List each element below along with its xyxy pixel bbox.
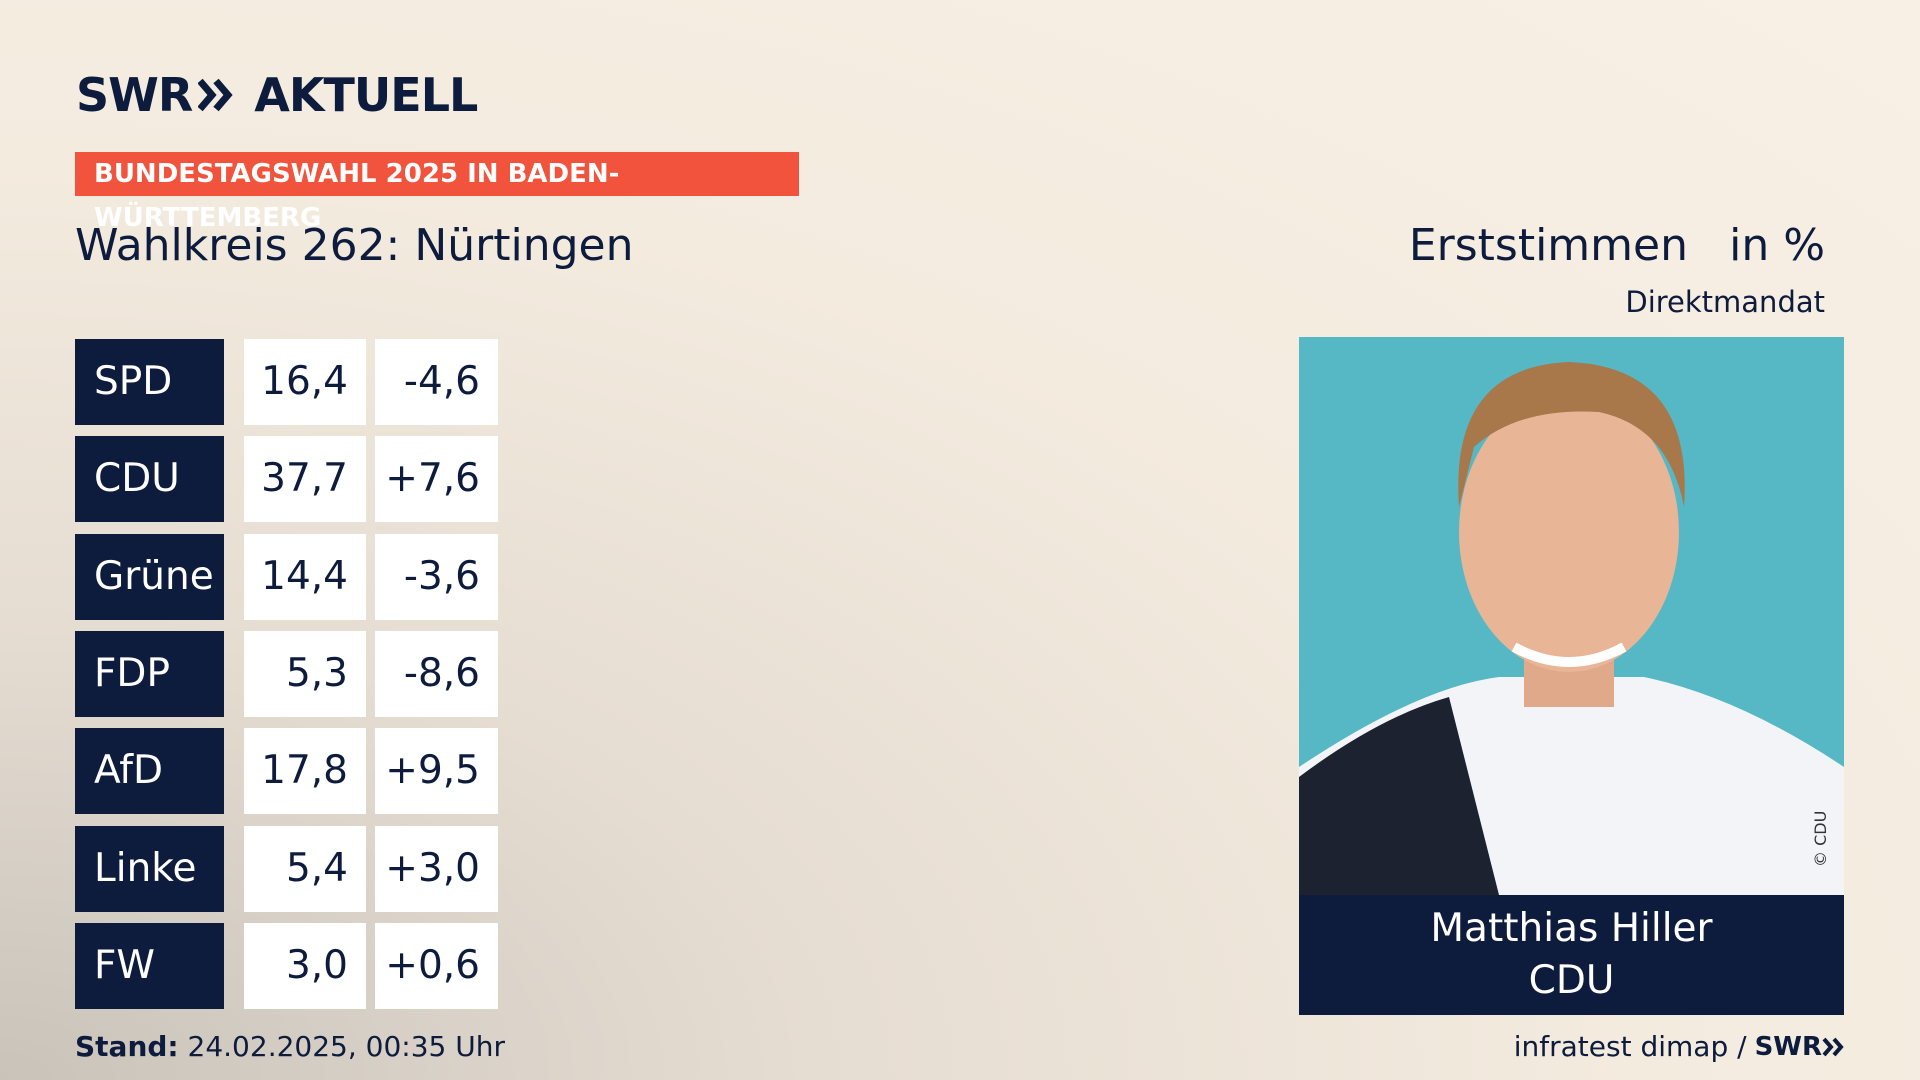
candidate-photo: © CDU <box>1299 337 1844 895</box>
party-cell: AfD <box>75 728 224 815</box>
photo-credit: © CDU <box>1811 811 1830 867</box>
source-logo: SWR <box>1754 1031 1822 1062</box>
subtitle: Direktmandat <box>1625 285 1825 319</box>
share-cell: 37,7 <box>244 436 366 523</box>
footer-source: infratest dimap / SWR <box>1514 1030 1844 1063</box>
share-cell: 16,4 <box>244 339 366 425</box>
stand-label: Stand: <box>75 1030 179 1063</box>
source-chevrons <box>1822 1037 1844 1056</box>
logo-chevrons <box>198 78 233 112</box>
change-cell: +9,5 <box>375 728 498 815</box>
party-cell: Grüne <box>75 533 224 620</box>
unit: in % <box>1729 220 1825 271</box>
footer-stand: Stand: 24.02.2025, 00:35 Uhr <box>75 1030 505 1063</box>
party-cell: FW <box>75 922 224 1009</box>
party-cell: SPD <box>75 339 224 425</box>
share-cell: 5,3 <box>244 630 366 717</box>
share-cell: 5,4 <box>244 825 366 912</box>
party-cell: Linke <box>75 825 224 912</box>
measure: Erststimmen <box>1408 220 1688 271</box>
share-cell: 14,4 <box>244 533 366 620</box>
party-cell: CDU <box>75 436 224 523</box>
source: infratest dimap / <box>1513 1030 1747 1063</box>
change-cell: -4,6 <box>375 339 498 425</box>
banner: BUNDESTAGSWAHL 2025 IN BADEN-WÜRTTEMBERG <box>75 152 799 233</box>
change-cell: -8,6 <box>375 630 498 717</box>
share-cell: 3,0 <box>244 922 366 1009</box>
change-cell: +0,6 <box>375 922 498 1009</box>
stand-value: 24.02.2025, 00:35 Uhr <box>187 1030 505 1063</box>
change-cell: +7,6 <box>375 436 498 523</box>
candidate-name: Matthias Hiller <box>1430 906 1713 951</box>
share-cell: 17,8 <box>244 728 366 815</box>
change-cell: +3,0 <box>375 825 498 912</box>
logo-text: SWR <box>76 68 193 122</box>
logo: SWR AKTUELL <box>76 68 478 122</box>
title: Wahlkreis 262: Nürtingen <box>75 220 634 271</box>
change-cell: -3,6 <box>375 533 498 620</box>
logo-text: AKTUELL <box>254 68 478 122</box>
candidate-party: CDU <box>1528 958 1615 1003</box>
candidate-box: Matthias Hiller CDU <box>1299 895 1844 1015</box>
party-cell: FDP <box>75 630 224 717</box>
